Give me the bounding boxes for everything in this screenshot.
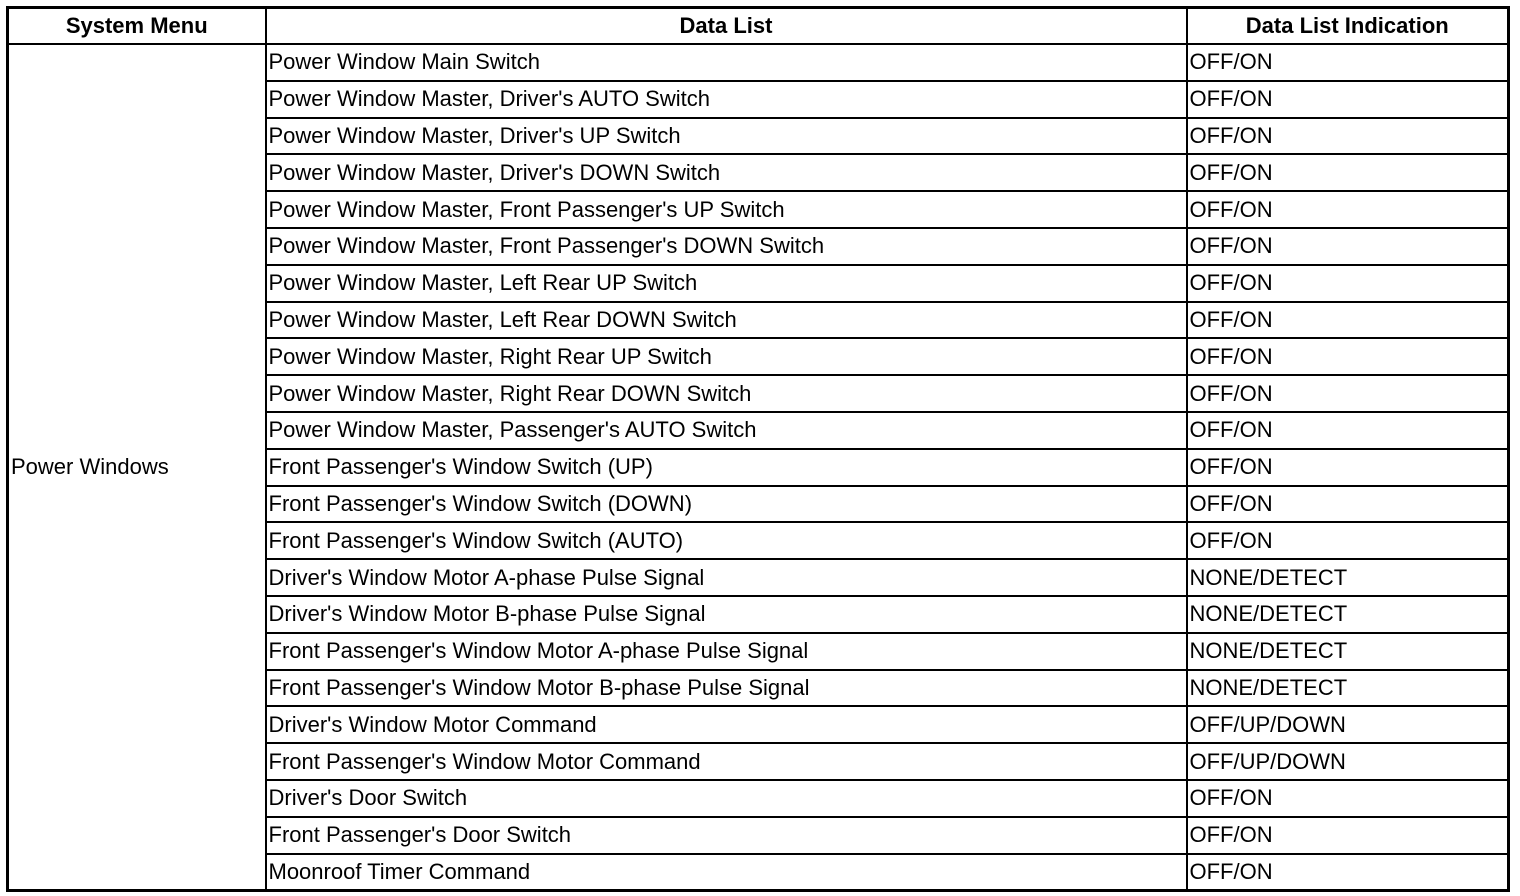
- table-row: Front Passenger's Window Motor Command OF…: [8, 742, 1510, 781]
- table-row: Power Windows Power Window Main Switch OFF…: [6, 43, 1510, 892]
- table-row: Power Window Master, Driver's DOWN Switc…: [8, 153, 1510, 193]
- table-row: Driver's Window Motor B-phase Pulse Sign…: [8, 594, 1510, 634]
- data-list-indication: NONE/DETECT: [1185, 558, 1510, 597]
- table-row: Front Passenger's Window Motor A-phase P…: [8, 631, 1510, 671]
- data-list-indication: OFF/ON: [1185, 484, 1510, 524]
- data-list-indication: OFF/ON: [1185, 153, 1510, 193]
- table-row: Power Window Master, Front Passenger's D…: [8, 226, 1510, 266]
- data-list-item: Power Window Master, Driver's AUTO Switc…: [264, 79, 1188, 119]
- data-list-item: Driver's Door Switch: [264, 778, 1188, 818]
- table-row: Power Window Master, Left Rear UP Switch…: [8, 263, 1510, 303]
- data-list-item: Power Window Master, Left Rear DOWN Swit…: [264, 300, 1188, 340]
- data-list-indication: NONE/DETECT: [1185, 594, 1510, 634]
- data-list-indication: OFF/ON: [1185, 852, 1510, 892]
- data-list-item: Power Window Main Switch: [264, 43, 1188, 82]
- data-list-item: Driver's Window Motor A-phase Pulse Sign…: [264, 558, 1188, 597]
- table-row: Power Window Master, Right Rear DOWN Swi…: [8, 374, 1510, 413]
- data-list-item: Power Window Master, Front Passenger's D…: [264, 226, 1188, 266]
- table-row: Driver's Window Motor A-phase Pulse Sign…: [8, 558, 1510, 597]
- table-row: Front Passenger's Window Switch (DOWN) OF…: [8, 484, 1510, 524]
- data-list-indication: OFF/ON: [1185, 521, 1510, 561]
- data-list-item: Power Window Master, Right Rear UP Switc…: [264, 337, 1188, 377]
- header-row: System Menu Data List Data List Indicati…: [6, 6, 1510, 45]
- table-row: Front Passenger's Door Switch OFF/ON: [8, 815, 1510, 855]
- data-list-item: Moonroof Timer Command: [264, 852, 1188, 892]
- data-list-item: Power Window Master, Driver's UP Switch: [264, 116, 1188, 156]
- table-row: Moonroof Timer Command OFF/ON: [8, 852, 1510, 892]
- header-data-list: Data List: [264, 6, 1188, 45]
- table-row: Power Window Master, Driver's AUTO Switc…: [8, 79, 1510, 119]
- data-list-indication: OFF/ON: [1185, 79, 1510, 119]
- data-list-item: Power Window Master, Passenger's AUTO Sw…: [264, 410, 1188, 450]
- system-menu-cell: Power Windows: [6, 43, 267, 892]
- data-list-indication: OFF/ON: [1185, 337, 1510, 377]
- data-list-item: Power Window Master, Left Rear UP Switch: [264, 263, 1188, 303]
- data-list-item: Front Passenger's Window Switch (AUTO): [264, 521, 1188, 561]
- table-row: Power Window Master, Left Rear DOWN Swit…: [8, 300, 1510, 340]
- data-list-item: Front Passenger's Window Switch (DOWN): [264, 484, 1188, 524]
- data-list-item: Power Window Master, Front Passenger's U…: [264, 190, 1188, 229]
- data-list-indication: OFF/ON: [1185, 410, 1510, 450]
- table-row: Power Window Master, Front Passenger's U…: [8, 190, 1510, 229]
- table-row: Power Window Master, Right Rear UP Switc…: [8, 337, 1510, 377]
- data-list-item: Front Passenger's Window Switch (UP): [264, 447, 1188, 487]
- data-list-indication: NONE/DETECT: [1185, 668, 1510, 708]
- data-list-indication: OFF/ON: [1185, 226, 1510, 266]
- table-row: Power Window Master, Driver's UP Switch O…: [8, 116, 1510, 156]
- data-list-indication: NONE/DETECT: [1185, 631, 1510, 671]
- data-list-indication: OFF/ON: [1185, 43, 1510, 82]
- data-list-indication: OFF/ON: [1185, 447, 1510, 487]
- data-list-indication: OFF/ON: [1185, 190, 1510, 229]
- data-list-item: Front Passenger's Window Motor Command: [264, 742, 1188, 781]
- data-list-indication: OFF/ON: [1185, 300, 1510, 340]
- data-list-item: Front Passenger's Window Motor A-phase P…: [264, 631, 1188, 671]
- table-row: Front Passenger's Window Motor B-phase P…: [8, 668, 1510, 708]
- table-row: Front Passenger's Window Switch (UP) OFF/…: [8, 447, 1510, 487]
- header-system-menu: System Menu: [6, 6, 267, 45]
- data-list-item: Front Passenger's Window Motor B-phase P…: [264, 668, 1188, 708]
- data-list-indication: OFF/UP/DOWN: [1185, 742, 1510, 781]
- data-list-indication: OFF/ON: [1185, 374, 1510, 413]
- data-list-table: System Menu Data List Data List Indicati…: [6, 6, 1510, 893]
- data-list-indication: OFF/ON: [1185, 815, 1510, 855]
- data-list-indication: OFF/UP/DOWN: [1185, 705, 1510, 745]
- table-row: Front Passenger's Window Switch (AUTO) OF…: [8, 521, 1510, 561]
- data-list-indication: OFF/ON: [1185, 778, 1510, 818]
- header-data-list-indication: Data List Indication: [1185, 6, 1510, 45]
- data-list-item: Driver's Window Motor Command: [264, 705, 1188, 745]
- data-list-indication: OFF/ON: [1185, 263, 1510, 303]
- data-list-item: Driver's Window Motor B-phase Pulse Sign…: [264, 594, 1188, 634]
- data-list-item: Power Window Master, Driver's DOWN Switc…: [264, 153, 1188, 193]
- data-list-indication: OFF/ON: [1185, 116, 1510, 156]
- data-list-item: Front Passenger's Door Switch: [264, 815, 1188, 855]
- table-row: Driver's Door Switch OFF/ON: [8, 778, 1510, 818]
- table-row: Power Window Master, Passenger's AUTO Sw…: [8, 410, 1510, 450]
- data-list-item: Power Window Master, Right Rear DOWN Swi…: [264, 374, 1188, 413]
- table-row: Driver's Window Motor Command OFF/UP/DOWN: [8, 705, 1510, 745]
